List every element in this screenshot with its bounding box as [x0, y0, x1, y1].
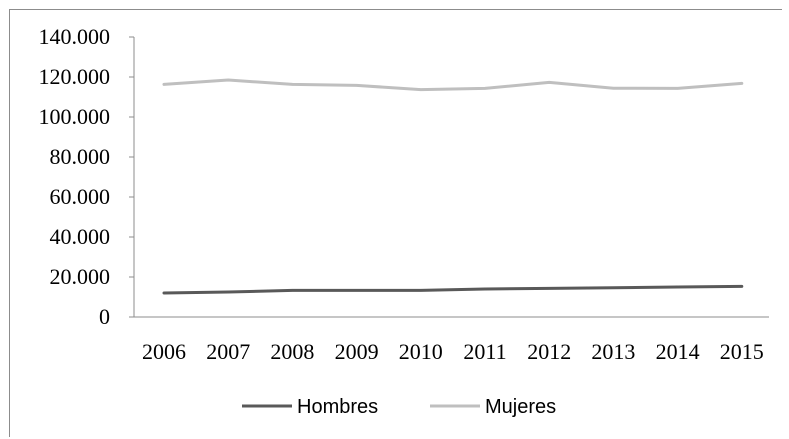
legend-item-mujeres: Mujeres	[430, 396, 556, 418]
y-tick-label: 20.000	[50, 264, 111, 289]
x-tick-label: 2014	[656, 339, 700, 364]
series-line-mujeres	[162, 78, 744, 92]
y-tick-label: 100.000	[39, 104, 111, 129]
series-layer	[162, 78, 744, 295]
y-tick-label: 80.000	[50, 144, 111, 169]
legend-item-hombres: Hombres	[242, 396, 378, 418]
legend: Hombres Mujeres	[242, 396, 556, 418]
y-tick-label: 140.000	[39, 24, 111, 49]
x-tick-label: 2009	[335, 339, 379, 364]
legend-label: Mujeres	[485, 396, 556, 418]
x-tick-label: 2010	[399, 339, 443, 364]
series-line-hombres	[162, 284, 744, 295]
x-tick-label: 2007	[206, 339, 250, 364]
y-tick-label: 120.000	[39, 64, 111, 89]
y-tick-label: 40.000	[50, 224, 111, 249]
x-tick-label: 2008	[270, 339, 314, 364]
y-tick-label: 0	[99, 304, 110, 329]
y-tick-label: 60.000	[50, 184, 111, 209]
x-tick-label: 2015	[720, 339, 764, 364]
x-axis: 2006 2007 2008 2009 2010 2011 2012 2013 2014 2015	[134, 316, 769, 364]
y-axis: 0 20.000 40.000 60.000 80.000 100.000 120.000 1…	[39, 24, 135, 329]
x-tick-label: 2011	[463, 339, 506, 364]
x-tick-label: 2006	[142, 339, 186, 364]
legend-label: Hombres	[297, 396, 378, 418]
x-tick-label: 2013	[591, 339, 635, 364]
chart-frame	[9, 9, 782, 437]
x-tick-label: 2012	[527, 339, 571, 364]
